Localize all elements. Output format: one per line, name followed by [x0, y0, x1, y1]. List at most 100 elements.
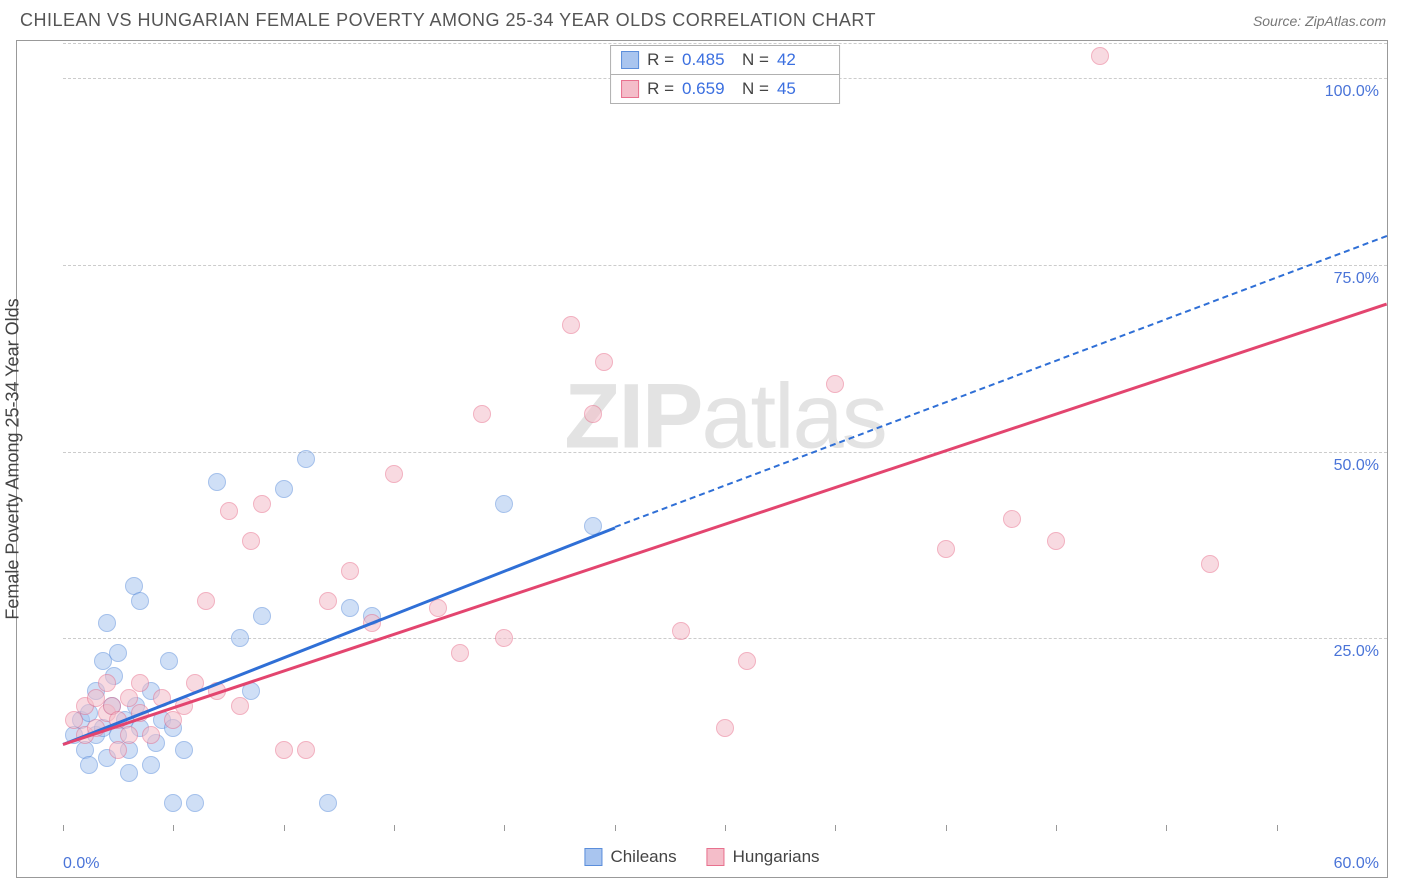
- legend-swatch: [707, 848, 725, 866]
- series-legend-item: Chileans: [584, 847, 676, 867]
- data-point: [1201, 555, 1219, 573]
- x-axis-min-label: 0.0%: [63, 855, 99, 873]
- data-point: [253, 495, 271, 513]
- x-tick: [615, 825, 616, 831]
- data-point: [160, 652, 178, 670]
- data-point: [826, 375, 844, 393]
- data-point: [242, 532, 260, 550]
- x-tick: [394, 825, 395, 831]
- data-point: [319, 592, 337, 610]
- data-point: [197, 592, 215, 610]
- data-point: [451, 644, 469, 662]
- data-point: [562, 316, 580, 334]
- x-tick: [63, 825, 64, 831]
- series-label: Chileans: [610, 847, 676, 867]
- legend-r-value: 0.659: [682, 79, 734, 99]
- data-point: [131, 592, 149, 610]
- data-point: [109, 644, 127, 662]
- trend-line: [63, 302, 1388, 745]
- data-point: [716, 719, 734, 737]
- data-point: [385, 465, 403, 483]
- x-tick: [1166, 825, 1167, 831]
- source-label: Source: ZipAtlas.com: [1253, 13, 1386, 29]
- data-point: [80, 756, 98, 774]
- data-point: [495, 495, 513, 513]
- data-point: [109, 741, 127, 759]
- data-point: [220, 502, 238, 520]
- legend-n-value: 42: [777, 50, 829, 70]
- data-point: [164, 794, 182, 812]
- legend-swatch: [621, 51, 639, 69]
- x-tick: [504, 825, 505, 831]
- data-point: [495, 629, 513, 647]
- data-point: [175, 741, 193, 759]
- data-point: [595, 353, 613, 371]
- legend-swatch: [584, 848, 602, 866]
- x-tick: [946, 825, 947, 831]
- legend-r-label: R =: [647, 79, 674, 99]
- data-point: [1003, 510, 1021, 528]
- series-legend-item: Hungarians: [707, 847, 820, 867]
- data-point: [98, 674, 116, 692]
- y-axis-label: Female Poverty Among 25-34 Year Olds: [3, 298, 24, 619]
- data-point: [341, 562, 359, 580]
- legend-r-value: 0.485: [682, 50, 734, 70]
- data-point: [142, 756, 160, 774]
- y-tick-label: 50.0%: [1334, 457, 1379, 475]
- data-point: [131, 674, 149, 692]
- data-point: [473, 405, 491, 423]
- x-tick: [835, 825, 836, 831]
- data-point: [231, 697, 249, 715]
- y-tick-label: 25.0%: [1334, 643, 1379, 661]
- data-point: [231, 629, 249, 647]
- data-point: [584, 405, 602, 423]
- data-point: [297, 450, 315, 468]
- data-point: [1047, 532, 1065, 550]
- x-tick: [173, 825, 174, 831]
- plot-area: ZIPatlas R =0.485N =42R =0.659N =45 25.0…: [63, 41, 1387, 825]
- data-point: [275, 741, 293, 759]
- data-point: [208, 473, 226, 491]
- data-point: [341, 599, 359, 617]
- gridline: [63, 265, 1387, 266]
- data-point: [275, 480, 293, 498]
- gridline: [63, 638, 1387, 639]
- data-point: [120, 726, 138, 744]
- legend-n-value: 45: [777, 79, 829, 99]
- data-point: [142, 726, 160, 744]
- legend-n-label: N =: [742, 79, 769, 99]
- data-point: [164, 711, 182, 729]
- correlation-legend: R = 0.485 N = 42 R = 0.659 N = 45: [610, 45, 840, 104]
- data-point: [319, 794, 337, 812]
- legend-row: R = 0.485 N = 42: [611, 46, 839, 75]
- data-point: [738, 652, 756, 670]
- legend-swatch: [621, 80, 639, 98]
- legend-n-label: N =: [742, 50, 769, 70]
- data-point: [120, 764, 138, 782]
- legend-row: R = 0.659 N = 45: [611, 75, 839, 103]
- y-tick-label: 75.0%: [1334, 270, 1379, 288]
- series-legend: Chileans Hungarians: [584, 847, 819, 867]
- data-point: [98, 614, 116, 632]
- gridline: [63, 43, 1387, 44]
- data-point: [253, 607, 271, 625]
- x-tick: [1277, 825, 1278, 831]
- series-label: Hungarians: [733, 847, 820, 867]
- chart-container: Female Poverty Among 25-34 Year Olds ZIP…: [16, 40, 1388, 878]
- data-point: [672, 622, 690, 640]
- y-tick-label: 100.0%: [1325, 83, 1379, 101]
- x-tick: [1056, 825, 1057, 831]
- x-axis-max-label: 60.0%: [1334, 855, 1379, 873]
- data-point: [1091, 47, 1109, 65]
- gridline: [63, 452, 1387, 453]
- data-point: [297, 741, 315, 759]
- legend-r-label: R =: [647, 50, 674, 70]
- trend-line: [614, 235, 1387, 528]
- source-prefix: Source:: [1253, 13, 1305, 29]
- x-tick: [1387, 825, 1388, 831]
- data-point: [937, 540, 955, 558]
- data-point: [186, 794, 204, 812]
- page-title: CHILEAN VS HUNGARIAN FEMALE POVERTY AMON…: [20, 10, 876, 31]
- trend-line: [62, 526, 615, 745]
- source-name: ZipAtlas.com: [1305, 13, 1386, 29]
